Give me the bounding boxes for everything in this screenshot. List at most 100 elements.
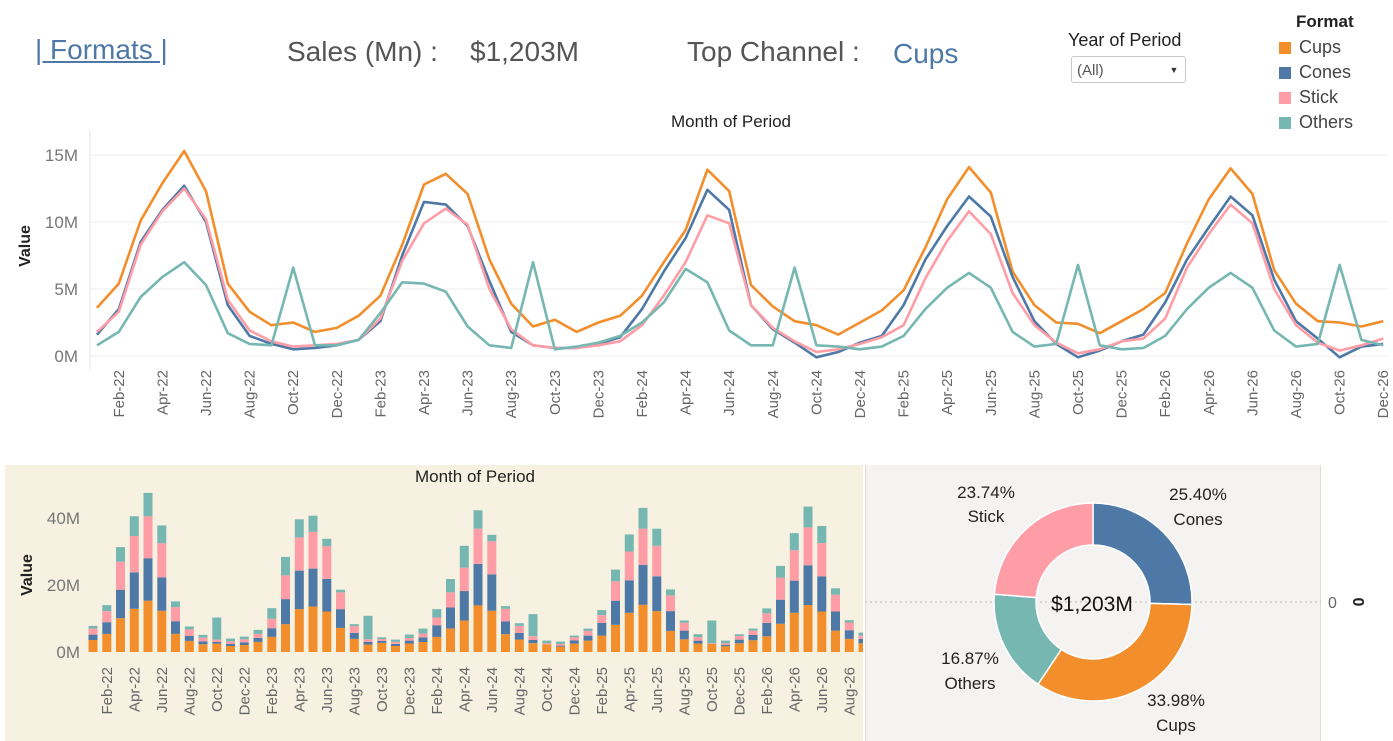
bar-segment-stick[interactable] [171,607,180,622]
bar-segment-cones[interactable] [459,591,469,621]
bar-segment-cones[interactable] [556,645,565,647]
bar-segment-others[interactable] [514,623,524,626]
bar-segment-stick[interactable] [129,536,139,573]
bar-segment-cups[interactable] [129,608,139,652]
bar-segment-others[interactable] [501,606,510,609]
bar-segment-cones[interactable] [349,632,359,639]
bar-segment-stick[interactable] [762,613,772,623]
bar-segment-cones[interactable] [184,635,194,641]
bar-segment-cones[interactable] [253,637,263,642]
bar-segment-cups[interactable] [762,636,772,652]
bar-segment-cones[interactable] [693,640,703,644]
bar-segment-cones[interactable] [294,570,304,610]
bar-segment-stick[interactable] [624,551,634,581]
bar-segment-cones[interactable] [143,558,153,601]
bar-segment-others[interactable] [748,628,758,631]
bar-segment-cones[interactable] [803,565,813,606]
bar-segment-others[interactable] [473,510,483,529]
bar-segment-others[interactable] [597,610,607,616]
bar-segment-stick[interactable] [404,637,414,641]
bar-segment-stick[interactable] [294,537,304,571]
bar-segment-cups[interactable] [157,610,167,652]
bar-segment-others[interactable] [734,634,744,636]
bar-segment-cones[interactable] [597,622,607,636]
bar-segment-cups[interactable] [638,604,648,652]
bar-segment-cups[interactable] [294,609,304,652]
bar-segment-cones[interactable] [377,640,387,643]
bar-segment-cones[interactable] [858,638,864,644]
bar-segment-others[interactable] [157,525,167,544]
bar-segment-stick[interactable] [308,531,318,569]
bar-segment-cones[interactable] [487,574,497,611]
bar-segment-stick[interactable] [679,622,689,631]
bar-segment-stick[interactable] [446,592,455,608]
bar-segment-stick[interactable] [459,567,469,592]
line-series-cones[interactable] [96,184,1384,359]
bar-segment-others[interactable] [789,533,799,551]
bar-segment-cups[interactable] [542,644,552,652]
bar-segment-others[interactable] [583,628,593,631]
bar-segment-cones[interactable] [679,630,689,640]
bar-segment-cones[interactable] [88,634,98,640]
bar-segment-cups[interactable] [569,643,579,652]
bar-segment-stick[interactable] [102,611,112,623]
bar-segment-stick[interactable] [831,594,840,612]
bar-segment-others[interactable] [432,609,442,618]
bar-segment-cups[interactable] [473,605,483,652]
bar-segment-stick[interactable] [487,541,497,575]
bar-segment-cones[interactable] [817,576,827,612]
bar-segment-others[interactable] [487,534,497,542]
bar-segment-cups[interactable] [239,645,249,652]
bar-segment-cups[interactable] [734,643,744,652]
bar-segment-cones[interactable] [281,599,290,625]
bar-segment-others[interactable] [528,614,538,637]
legend-item-stick[interactable]: Stick [1279,87,1338,108]
bar-segment-cups[interactable] [459,620,469,653]
bar-segment-others[interactable] [542,640,552,644]
bar-segment-stick[interactable] [116,561,125,590]
bar-segment-others[interactable] [418,628,428,634]
bar-segment-stick[interactable] [281,575,290,600]
bar-segment-others[interactable] [184,626,194,630]
bar-segment-cones[interactable] [501,621,510,635]
bar-segment-others[interactable] [721,640,730,644]
bar-segment-stick[interactable] [473,528,483,564]
bar-segment-cones[interactable] [638,564,648,605]
legend-item-cones[interactable]: Cones [1279,62,1351,83]
bar-segment-cones[interactable] [446,607,455,629]
bar-segment-others[interactable] [762,608,772,614]
bar-segment-stick[interactable] [418,633,428,638]
bar-segment-others[interactable] [129,516,139,537]
bar-segment-cones[interactable] [721,645,730,647]
bar-segment-others[interactable] [446,579,455,593]
bar-segment-cones[interactable] [569,640,579,644]
bar-segment-cones[interactable] [624,580,634,613]
bar-segment-others[interactable] [404,634,414,638]
bar-segment-others[interactable] [679,620,689,623]
bar-segment-stick[interactable] [88,628,98,635]
bar-segment-stick[interactable] [597,615,607,623]
line-series-others[interactable] [96,260,1384,351]
bar-segment-stick[interactable] [184,629,194,636]
bar-segment-cones[interactable] [611,600,620,625]
bar-segment-cones[interactable] [528,639,538,644]
bar-segment-cups[interactable] [611,624,620,652]
bar-segment-stick[interactable] [707,643,717,644]
bar-segment-cups[interactable] [432,636,442,652]
bar-segment-cups[interactable] [391,646,400,652]
bar-segment-stick[interactable] [569,637,579,641]
bar-segment-cups[interactable] [198,644,208,652]
bar-segment-others[interactable] [239,636,249,640]
bar-segment-others[interactable] [638,507,648,529]
bar-segment-others[interactable] [693,634,703,638]
bar-segment-cups[interactable] [597,635,607,652]
line-series-stick[interactable] [96,187,1384,355]
bar-segment-others[interactable] [803,506,813,528]
bar-segment-others[interactable] [171,601,180,608]
bar-segment-others[interactable] [831,588,840,595]
bar-segment-cones[interactable] [198,641,208,645]
bar-segment-cups[interactable] [652,611,662,652]
bar-segment-cones[interactable] [418,637,428,642]
bar-segment-stick[interactable] [652,545,662,577]
bar-segment-cones[interactable] [432,625,442,637]
